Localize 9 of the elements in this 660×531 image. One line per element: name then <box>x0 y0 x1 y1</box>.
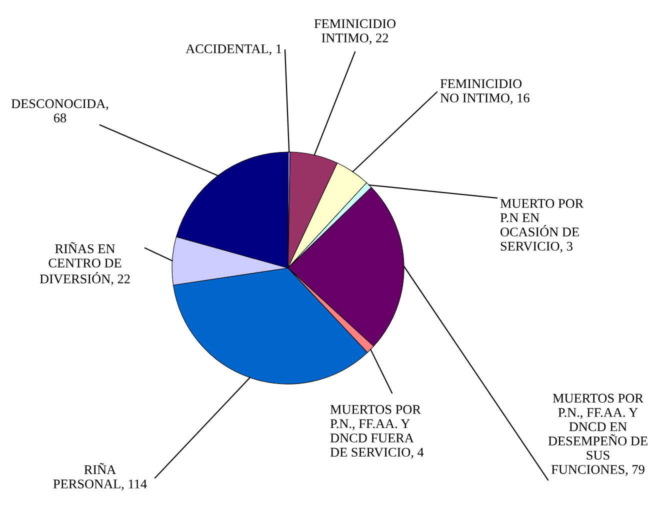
slice-label: DESCONOCIDA, 68 <box>11 99 108 122</box>
slice-label: RIÑAS EN CENTRO DE DIVERSIÓN, 22 <box>40 242 130 286</box>
slice-label: ACCIDENTAL, 1 <box>186 44 282 56</box>
slice-label: FEMINICIDIO NO INTIMO, 16 <box>440 79 530 104</box>
slice-label: MUERTOS POR P.N., FF.AA. Y DNCD FUERA DE SERVICIO, 4 <box>330 405 424 459</box>
slice-label: MUERTOS POR P.N., FF.AA. Y DNCD EN DESEMPEÑO DE SUS FUNCIONES, 79 <box>548 394 648 476</box>
slice-label: MUERTO POR P.N EN OCASIÓN DE SERVICIO, 3 <box>500 199 584 253</box>
slice-label: FEMINICIDIO INTIMO, 22 <box>314 19 396 44</box>
slice-label: RIÑA PERSONAL, 114 <box>53 463 147 490</box>
